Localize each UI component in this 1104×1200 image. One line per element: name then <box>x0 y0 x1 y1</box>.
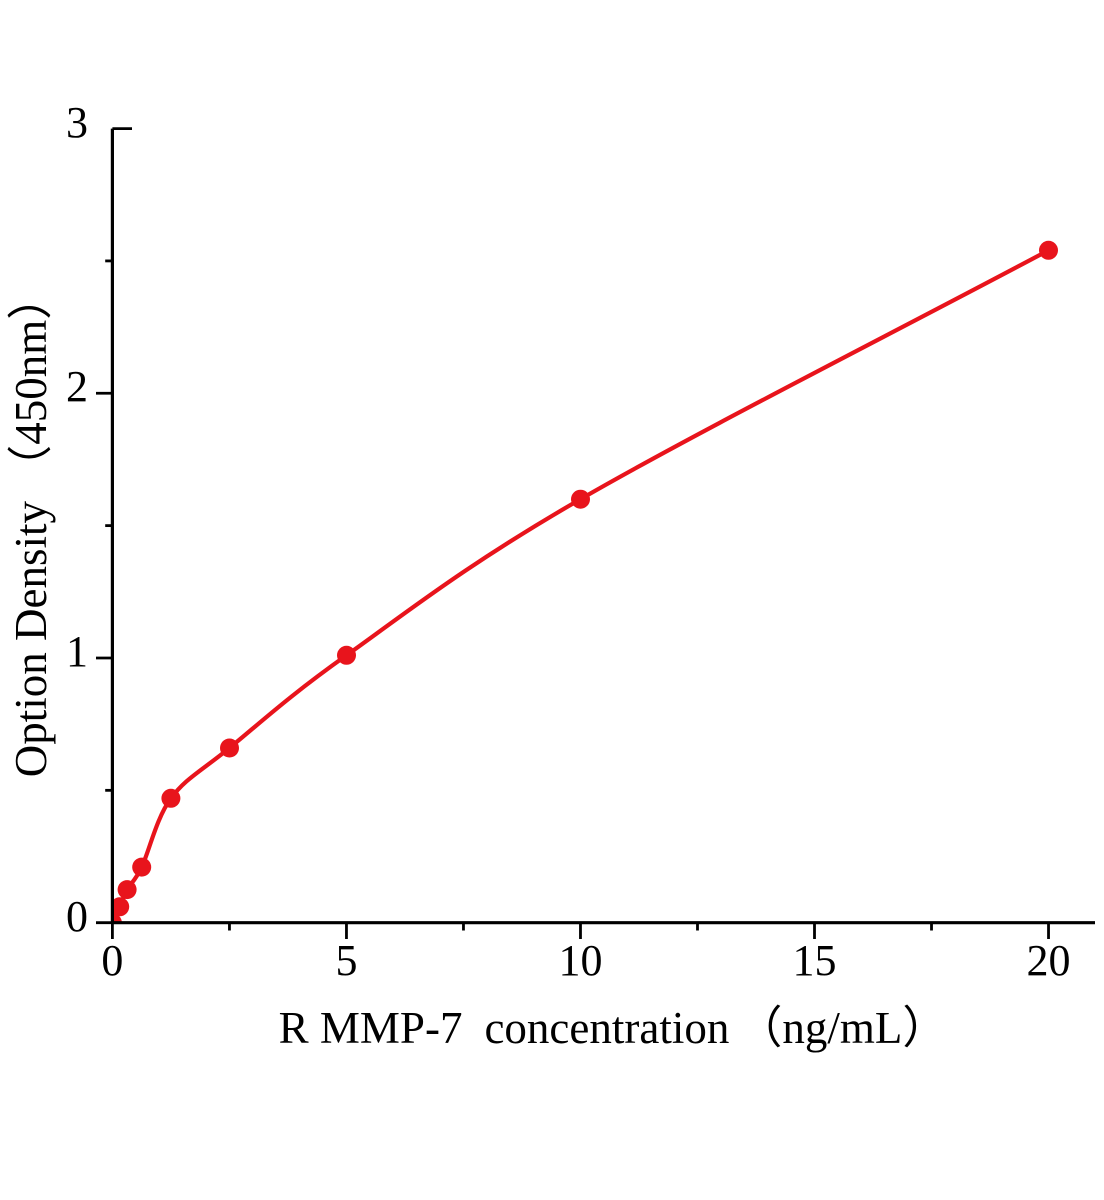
svg-text:10: 10 <box>558 936 602 985</box>
svg-text:Option Density （450nm）: Option Density （450nm） <box>6 275 56 778</box>
svg-text:3: 3 <box>66 98 88 147</box>
svg-text:0: 0 <box>66 892 88 941</box>
svg-text:1: 1 <box>66 627 88 676</box>
svg-text:20: 20 <box>1027 936 1071 985</box>
svg-text:5: 5 <box>335 936 357 985</box>
svg-text:15: 15 <box>793 936 837 985</box>
svg-text:0: 0 <box>101 936 123 985</box>
svg-text:2: 2 <box>66 362 88 411</box>
